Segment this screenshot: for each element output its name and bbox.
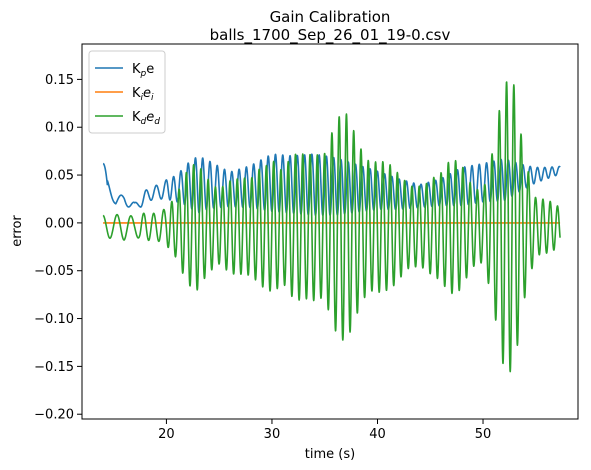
legend-entry: Kded bbox=[132, 110, 160, 127]
x-axis-label: time (s) bbox=[305, 447, 355, 462]
series-line-kded bbox=[102, 81, 561, 373]
plot-frame bbox=[81, 43, 579, 420]
x-tick-label: 20 bbox=[158, 427, 175, 442]
y-tick-label: 0.05 bbox=[45, 169, 74, 184]
x-axis: 20 30 40 50 bbox=[158, 419, 491, 442]
legend: Kpe Kiei Kded bbox=[88, 50, 166, 134]
y-tick-label: −0.05 bbox=[34, 264, 74, 279]
chart-subtitle: balls_1700_Sep_26_01_19-0.csv bbox=[210, 26, 451, 45]
y-tick-label: −0.10 bbox=[34, 312, 74, 327]
legend-box bbox=[88, 50, 166, 134]
y-tick-label: 0.00 bbox=[45, 216, 74, 231]
y-axis: −0.20 −0.15 −0.10 −0.05 0.00 0.05 0.10 0.15 bbox=[34, 73, 82, 423]
legend-entry: Kiei bbox=[132, 86, 154, 103]
x-tick-label: 50 bbox=[475, 427, 492, 442]
legend-entry: Kpe bbox=[132, 62, 154, 79]
y-tick-label: 0.10 bbox=[45, 121, 74, 136]
x-tick-label: 40 bbox=[369, 427, 386, 442]
chart-title: Gain Calibration bbox=[270, 8, 391, 26]
x-tick-label: 30 bbox=[264, 427, 281, 442]
y-tick-label: 0.15 bbox=[45, 73, 74, 88]
series-layer bbox=[102, 81, 561, 373]
y-tick-label: −0.15 bbox=[34, 360, 74, 375]
y-tick-label: −0.20 bbox=[34, 408, 74, 423]
y-axis-label: error bbox=[10, 215, 25, 247]
